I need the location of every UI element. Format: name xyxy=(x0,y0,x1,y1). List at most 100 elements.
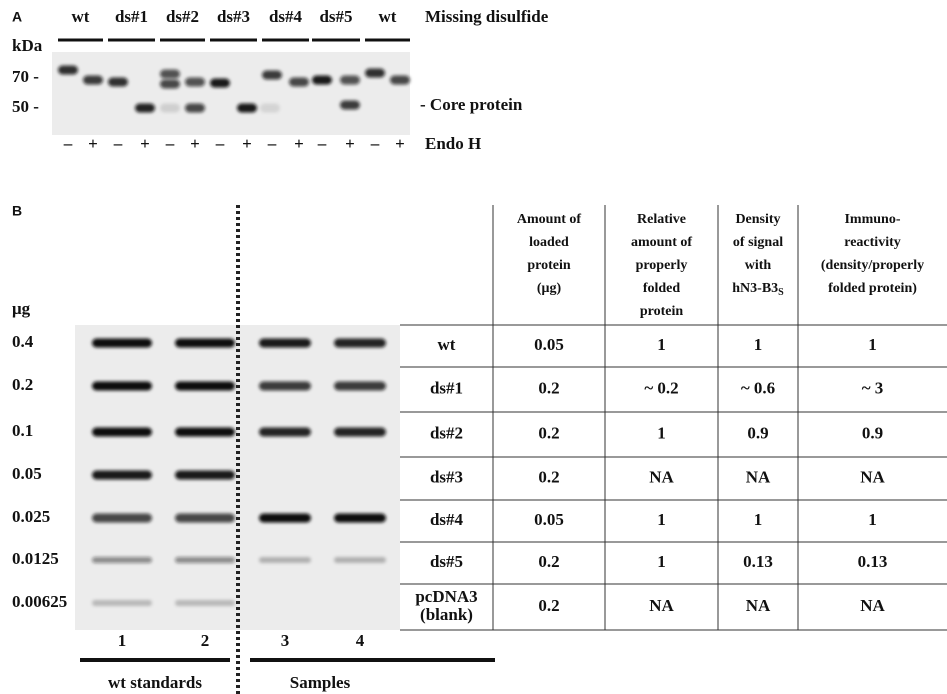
band xyxy=(185,78,205,87)
column-header: Relative xyxy=(637,212,686,227)
band xyxy=(92,339,152,348)
band xyxy=(175,600,235,606)
band xyxy=(92,600,152,606)
band xyxy=(175,471,235,480)
row-label: pcDNA3 xyxy=(415,587,477,606)
band xyxy=(175,428,235,437)
band xyxy=(259,339,311,348)
row-label: ds#5 xyxy=(430,552,463,571)
lane-label: ds#1 xyxy=(115,7,148,26)
band xyxy=(312,76,332,85)
endo-sign: – xyxy=(370,134,380,153)
band xyxy=(160,104,180,113)
lane-number: 1 xyxy=(118,631,127,650)
cell: 0.2 xyxy=(538,467,559,486)
amount-label: 0.0125 xyxy=(12,549,59,568)
amount-label: 0.05 xyxy=(12,464,42,483)
cell: NA xyxy=(649,596,674,615)
cell: 0.2 xyxy=(538,423,559,442)
cell: NA xyxy=(746,467,771,486)
cell: ~ 0.6 xyxy=(741,378,775,397)
band xyxy=(390,76,410,85)
band xyxy=(83,76,103,85)
column-header: loaded xyxy=(529,235,569,250)
cell: 0.2 xyxy=(538,378,559,397)
endo-sign: – xyxy=(113,134,123,153)
marker: 70 - xyxy=(12,67,39,86)
band xyxy=(334,557,386,563)
lane-label: ds#4 xyxy=(269,7,303,26)
cell: 0.9 xyxy=(747,423,768,442)
column-header: with xyxy=(745,258,772,273)
endo-sign: + xyxy=(242,134,252,153)
band xyxy=(58,66,78,75)
row-label: ds#3 xyxy=(430,467,463,486)
endo-sign: + xyxy=(190,134,200,153)
band xyxy=(259,557,311,563)
panel-label: B xyxy=(12,203,22,219)
panel-label: A xyxy=(12,9,22,25)
column-header: properly xyxy=(636,258,688,273)
column-header: protein xyxy=(640,304,684,319)
cell: 0.2 xyxy=(538,552,559,571)
band xyxy=(175,557,235,563)
cell: 0.05 xyxy=(534,335,564,354)
band xyxy=(108,78,128,87)
band xyxy=(237,104,257,113)
amount-label: 0.00625 xyxy=(12,592,67,611)
endo-label: Endo H xyxy=(425,134,481,153)
amount-label: 0.025 xyxy=(12,507,50,526)
cell: NA xyxy=(746,596,771,615)
row-label: wt xyxy=(438,335,456,354)
cell: ~ 0.2 xyxy=(644,378,678,397)
row-label: ds#1 xyxy=(430,378,463,397)
core-label: - Core protein xyxy=(420,95,523,114)
band xyxy=(365,69,385,78)
unit: kDa xyxy=(12,36,43,55)
cell: 0.2 xyxy=(538,596,559,615)
cell: 1 xyxy=(657,510,666,529)
group-label: wt standards xyxy=(108,673,202,692)
lane-number: 2 xyxy=(201,631,210,650)
endo-sign: + xyxy=(294,134,304,153)
row-label: ds#4 xyxy=(430,510,464,529)
endo-sign: + xyxy=(88,134,98,153)
subscript: S xyxy=(778,287,784,298)
band xyxy=(175,514,235,523)
column-header: Immuno- xyxy=(844,212,900,227)
endo-sign: – xyxy=(165,134,175,153)
band xyxy=(185,104,205,113)
cell: 1 xyxy=(754,510,763,529)
column-header: Density xyxy=(735,212,780,227)
column-header: reactivity xyxy=(844,235,901,250)
column-header: of signal xyxy=(733,235,783,250)
group-label: Samples xyxy=(290,673,351,692)
band xyxy=(135,104,155,113)
band xyxy=(92,471,152,480)
endo-sign: – xyxy=(63,134,73,153)
row-label: (blank) xyxy=(420,605,473,624)
column-header: folded xyxy=(643,281,681,296)
amount-label: 0.2 xyxy=(12,375,33,394)
band xyxy=(262,71,282,80)
cell: 1 xyxy=(754,335,763,354)
cell: 0.05 xyxy=(534,510,564,529)
column-header: folded protein) xyxy=(828,281,917,296)
cell: 0.9 xyxy=(862,423,883,442)
lanes-title: Missing disulfide xyxy=(425,7,549,26)
band xyxy=(92,428,152,437)
figure: A Missing disulfide kDa 70 - 50 - - Core… xyxy=(0,0,947,694)
endo-sign: + xyxy=(395,134,405,153)
cell: ~ 3 xyxy=(862,378,884,397)
cell: 1 xyxy=(657,552,666,571)
lane-label: ds#2 xyxy=(166,7,199,26)
marker: 50 - xyxy=(12,97,39,116)
lane-label: ds#5 xyxy=(319,7,352,26)
cell: 0.13 xyxy=(858,552,888,571)
cell: 1 xyxy=(868,335,877,354)
band xyxy=(92,382,152,391)
band xyxy=(334,428,386,437)
lane-number: 4 xyxy=(356,631,365,650)
cell: 1 xyxy=(657,423,666,442)
column-header: Amount of xyxy=(517,212,582,227)
